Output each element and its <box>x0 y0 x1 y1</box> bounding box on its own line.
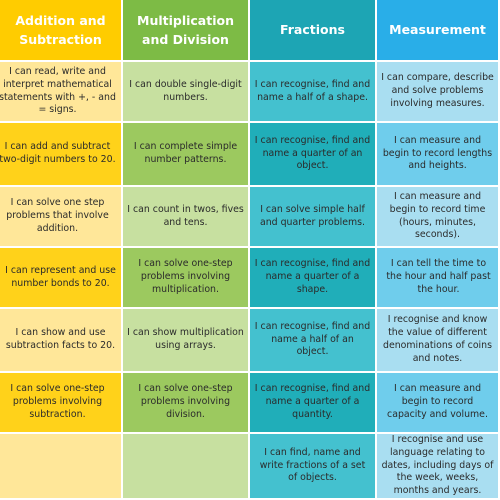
table-cell: I can recognise, find and name a quarter… <box>250 248 377 309</box>
table-cell: I can compare, describe and solve proble… <box>377 62 500 123</box>
table-cell: I can double single-digit numbers. <box>123 62 250 123</box>
table-cell: I can measure and begin to record capaci… <box>377 373 500 434</box>
table-cell: I can show and use subtraction facts to … <box>0 309 123 373</box>
header-fractions: Fractions <box>250 0 377 62</box>
table-cell: I can recognise, find and name a quarter… <box>250 373 377 434</box>
table-cell: I can solve one-step problems involving … <box>123 373 250 434</box>
table-cell: I can read, write and interpret mathemat… <box>0 62 123 123</box>
table-cell: I can count in twos, fives and tens. <box>123 187 250 248</box>
header-measurement: Measurement <box>377 0 500 62</box>
table-cell-empty <box>0 434 123 500</box>
table-cell: I can add and subtract two-digit numbers… <box>0 123 123 187</box>
table-cell: I can solve one-step problems involving … <box>0 373 123 434</box>
table-cell: I can tell the time to the hour and half… <box>377 248 500 309</box>
table-cell: I can represent and use number bonds to … <box>0 248 123 309</box>
table-cell: I can recognise, find and name a quarter… <box>250 123 377 187</box>
table-cell-empty <box>123 434 250 500</box>
table-cell: I can recognise, find and name a half of… <box>250 62 377 123</box>
table-cell: I recognise and know the value of differ… <box>377 309 500 373</box>
header-multiplication-division: Multiplication and Division <box>123 0 250 62</box>
table-cell: I recognise and use language relating to… <box>377 434 500 500</box>
table-cell: I can solve simple half and quarter prob… <box>250 187 377 248</box>
table-cell: I can measure and begin to record length… <box>377 123 500 187</box>
table-cell: I can find, name and write fractions of … <box>250 434 377 500</box>
header-addition-subtraction: Addition and Subtraction <box>0 0 123 62</box>
table-cell: I can recognise, find and name a half of… <box>250 309 377 373</box>
table-cell: I can solve one-step problems involving … <box>123 248 250 309</box>
table-cell: I can show multiplication using arrays. <box>123 309 250 373</box>
table-cell: I can complete simple number patterns. <box>123 123 250 187</box>
table-cell: I can solve one step problems that invol… <box>0 187 123 248</box>
table-cell: I can measure and begin to record time (… <box>377 187 500 248</box>
